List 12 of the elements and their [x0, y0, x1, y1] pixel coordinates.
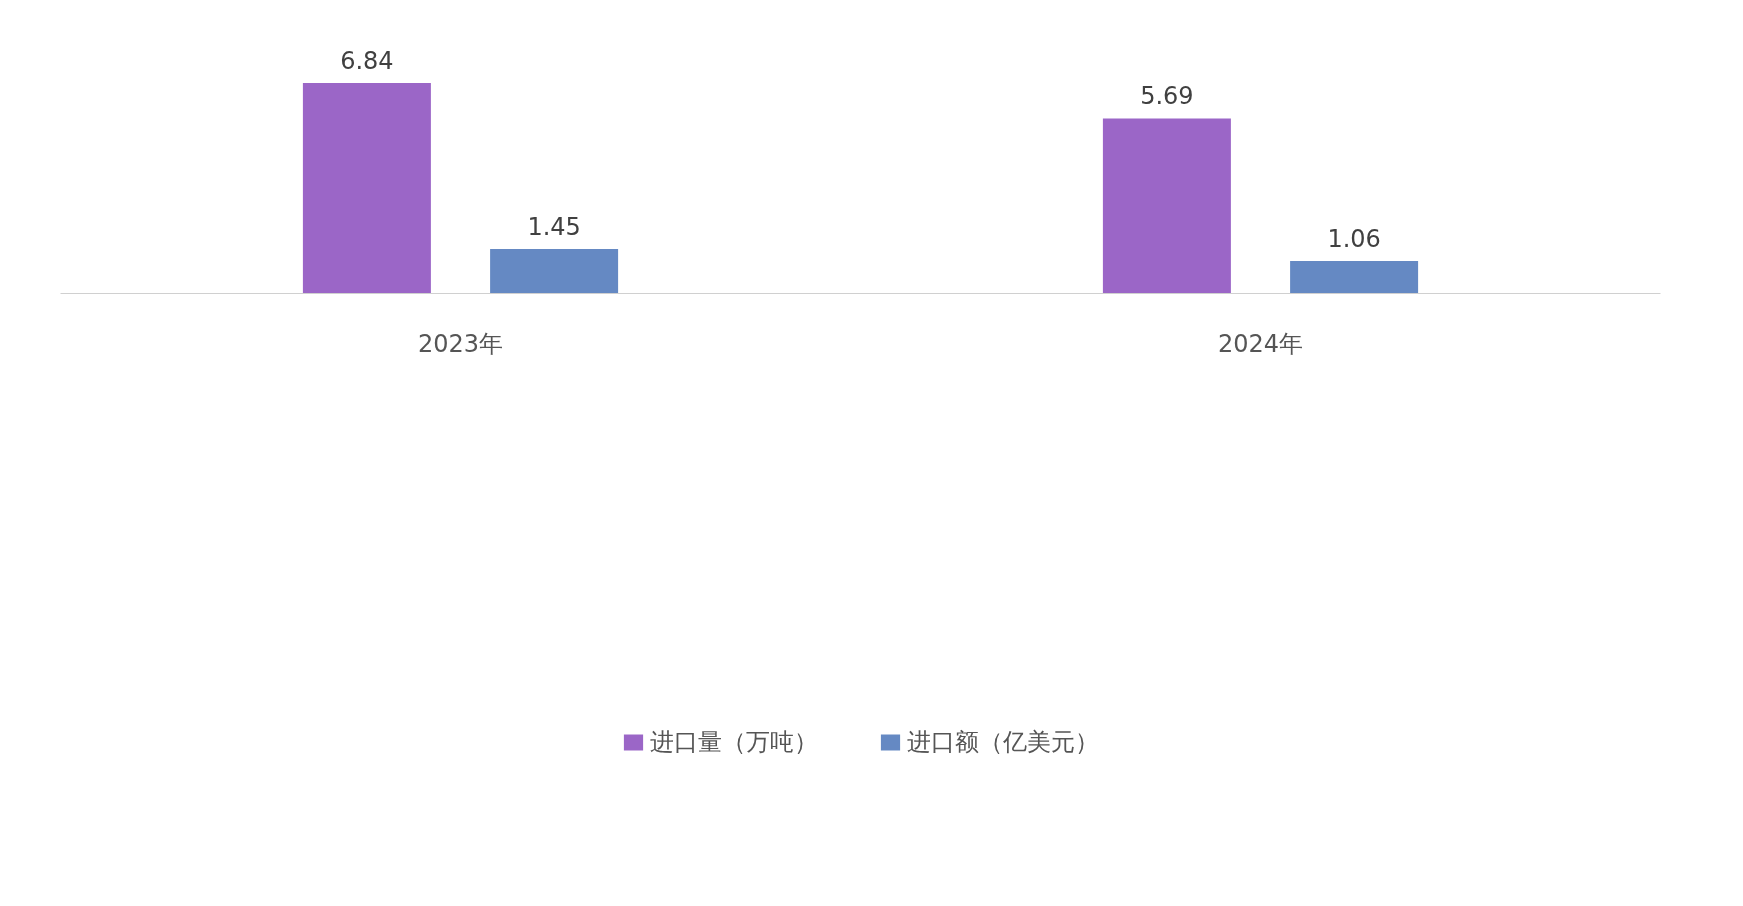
data-label: 1.45	[527, 212, 581, 241]
bar	[1102, 118, 1231, 294]
x-tick-label: 2024年	[1217, 329, 1304, 358]
bar	[490, 248, 619, 294]
x-tick-label: 2023年	[417, 329, 504, 358]
data-label: 5.69	[1140, 82, 1194, 111]
bar	[302, 83, 431, 294]
legend-label: 进口量（万吨）	[650, 727, 818, 758]
data-label: 1.06	[1327, 224, 1381, 253]
data-label: 6.84	[340, 47, 394, 76]
bar	[1290, 260, 1419, 294]
legend-label: 进口额（亿美元）	[907, 727, 1099, 758]
